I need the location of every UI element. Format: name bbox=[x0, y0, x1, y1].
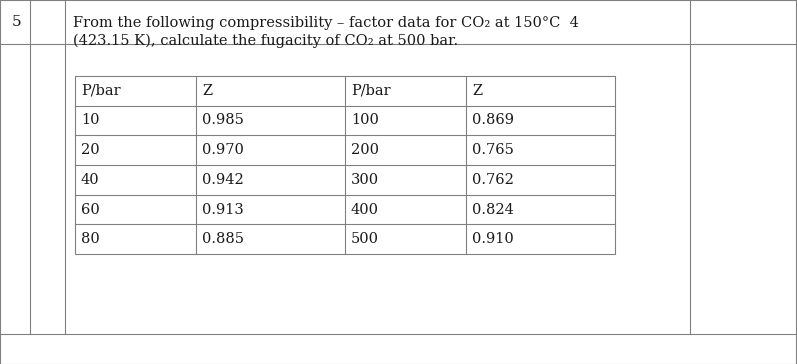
Text: 0.913: 0.913 bbox=[202, 202, 244, 217]
Text: 10: 10 bbox=[81, 114, 100, 127]
Text: 0.942: 0.942 bbox=[202, 173, 244, 187]
Text: 200: 200 bbox=[351, 143, 379, 157]
Text: P/bar: P/bar bbox=[351, 84, 391, 98]
Text: 0.985: 0.985 bbox=[202, 114, 245, 127]
Text: 500: 500 bbox=[351, 232, 379, 246]
Text: Z: Z bbox=[473, 84, 483, 98]
Text: 0.869: 0.869 bbox=[473, 114, 515, 127]
Text: 0.885: 0.885 bbox=[202, 232, 245, 246]
Text: 300: 300 bbox=[351, 173, 379, 187]
Text: (423.15 K), calculate the fugacity of CO₂ at 500 bar.: (423.15 K), calculate the fugacity of CO… bbox=[73, 34, 458, 48]
Text: 20: 20 bbox=[81, 143, 100, 157]
Text: 0.765: 0.765 bbox=[473, 143, 514, 157]
Text: 400: 400 bbox=[351, 202, 379, 217]
Bar bbox=[75, 76, 615, 254]
Text: 80: 80 bbox=[81, 232, 100, 246]
Text: P/bar: P/bar bbox=[81, 84, 120, 98]
Text: From the following compressibility – factor data for CO₂ at 150°C  4: From the following compressibility – fac… bbox=[73, 16, 579, 30]
Text: 40: 40 bbox=[81, 173, 100, 187]
Text: 60: 60 bbox=[81, 202, 100, 217]
Text: 100: 100 bbox=[351, 114, 379, 127]
Text: Z: Z bbox=[202, 84, 213, 98]
Text: 5: 5 bbox=[12, 15, 22, 29]
Text: 0.910: 0.910 bbox=[473, 232, 514, 246]
Text: 0.824: 0.824 bbox=[473, 202, 514, 217]
Text: 0.762: 0.762 bbox=[473, 173, 514, 187]
Text: 0.970: 0.970 bbox=[202, 143, 245, 157]
